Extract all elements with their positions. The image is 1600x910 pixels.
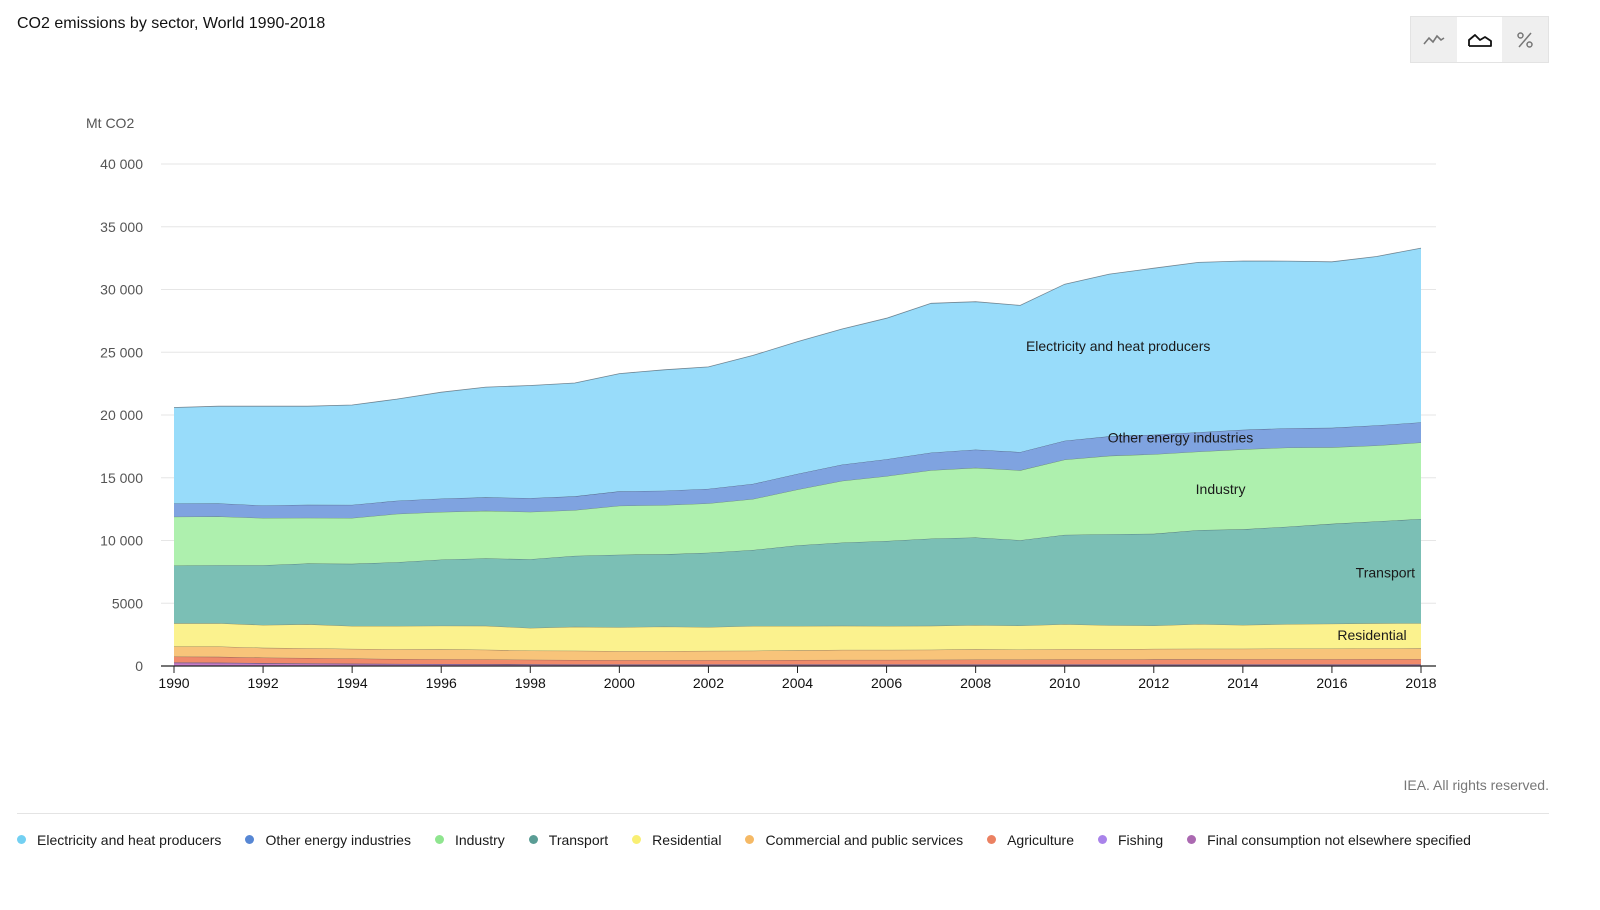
area-chart-button[interactable] — [1456, 17, 1503, 62]
legend-item[interactable]: Other energy industries — [245, 831, 411, 848]
legend-swatch — [1187, 835, 1197, 844]
area-series-6 — [174, 442, 1421, 566]
legend-label: Other energy industries — [265, 831, 411, 848]
legend-label: Electricity and heat producers — [37, 831, 222, 848]
y-tick-label: 30 000 — [100, 282, 143, 298]
area-chart-icon — [1467, 33, 1492, 47]
line-chart-icon — [1423, 34, 1445, 45]
area-label: Other energy industries — [1108, 430, 1254, 446]
legend-item[interactable]: Electricity and heat producers — [17, 831, 221, 848]
area-labels: Electricity and heat producers Other ener… — [1026, 338, 1415, 643]
x-tick-label: 1994 — [337, 675, 368, 691]
legend-item[interactable]: Residential — [632, 831, 721, 848]
legend-swatch — [17, 835, 26, 844]
axes: Mt CO2 0 5000 10 000 15 000 20 000 25 000 30 00… — [86, 115, 1437, 691]
area-series-4 — [174, 623, 1421, 652]
x-tick-label: 2002 — [693, 675, 724, 691]
legend: Electricity and heat producers Other ener… — [17, 831, 1557, 848]
legend-label: Industry — [454, 831, 505, 848]
legend-swatch — [245, 835, 255, 844]
legend-label: Agriculture — [1007, 831, 1074, 848]
stacked-areas — [173, 247, 1422, 666]
area-series-7 — [174, 422, 1421, 518]
x-tick-label: 2010 — [1049, 675, 1080, 691]
x-tick-label: 2006 — [871, 675, 902, 691]
x-tick-label: 2012 — [1138, 675, 1169, 691]
area-chart: Mt CO2 0 5000 10 000 15 000 20 000 25 000 30 00… — [86, 115, 1437, 691]
x-tick-label: 2004 — [782, 675, 813, 691]
y-tick-label: 40 000 — [100, 156, 143, 172]
area-series-2 — [174, 656, 1421, 665]
area-edge-8 — [173, 247, 1422, 408]
legend-label: Commercial and public services — [765, 831, 964, 848]
y-tick-label: 5000 — [112, 595, 143, 611]
chart-title: CO2 emissions by sector, World 1990-2018 — [17, 15, 326, 32]
area-label: Electricity and heat producers — [1026, 338, 1210, 354]
line-chart-button[interactable] — [1411, 17, 1457, 62]
x-tick-label: 2016 — [1316, 675, 1347, 691]
legend-swatch — [528, 835, 538, 844]
y-tick-label: 15 000 — [100, 470, 143, 486]
y-tick-label: 25 000 — [100, 344, 143, 360]
y-tick-label: 20 000 — [100, 407, 143, 423]
y-tick-label: 35 000 — [100, 219, 143, 235]
legend-item[interactable]: Transport — [528, 831, 609, 848]
credit-text: IEA. All rights reserved. — [1403, 777, 1549, 793]
legend-label: Final consumption not elsewhere specifie… — [1207, 831, 1471, 848]
chart-type-toolbar — [1410, 16, 1549, 63]
legend-swatch — [745, 835, 755, 844]
legend-item[interactable]: Final consumption not elsewhere specifie… — [1187, 831, 1471, 848]
legend-item[interactable]: Industry — [434, 831, 505, 848]
percent-icon — [1517, 31, 1533, 48]
area-label: Transport — [1356, 565, 1416, 581]
x-tick-label: 1992 — [247, 675, 278, 691]
area-series-8 — [174, 248, 1421, 506]
legend-label: Residential — [652, 831, 722, 848]
y-axis-label: Mt CO2 — [86, 115, 134, 131]
legend-swatch — [434, 835, 444, 844]
x-tick-label: 2008 — [960, 675, 991, 691]
x-tick-label: 1998 — [515, 675, 546, 691]
legend-swatch — [1098, 835, 1107, 844]
percent-button[interactable] — [1502, 17, 1548, 62]
legend-swatch — [632, 835, 642, 844]
legend-label: Transport — [548, 831, 609, 848]
area-label: Residential — [1337, 627, 1406, 643]
legend-item[interactable]: Fishing — [1098, 831, 1163, 848]
legend-divider — [17, 813, 1549, 814]
x-tick-label: 2018 — [1405, 675, 1436, 691]
area-series-0 — [174, 662, 1421, 666]
x-tick-label: 2000 — [604, 675, 635, 691]
area-series-5 — [174, 519, 1421, 628]
legend-label: Fishing — [1118, 831, 1164, 848]
x-tick-label: 2014 — [1227, 675, 1258, 691]
legend-item[interactable]: Agriculture — [987, 831, 1074, 848]
legend-item[interactable]: Commercial and public services — [745, 831, 963, 848]
y-tick-label: 10 000 — [100, 533, 143, 549]
legend-swatch — [987, 835, 997, 844]
x-tick-label: 1990 — [158, 675, 189, 691]
y-tick-label: 0 — [135, 658, 143, 674]
area-label: Industry — [1196, 481, 1246, 497]
x-tick-label: 1996 — [426, 675, 457, 691]
